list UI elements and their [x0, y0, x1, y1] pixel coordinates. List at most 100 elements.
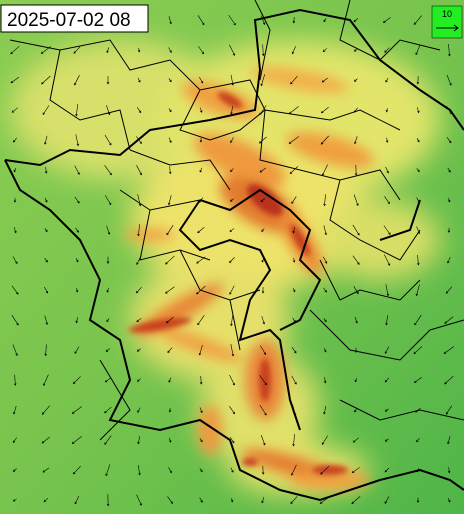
wind-arrow [291, 196, 297, 205]
wind-arrow [199, 468, 203, 473]
wind-arrow [322, 48, 327, 53]
wind-arrow [321, 77, 328, 83]
wind-arrow [43, 497, 49, 503]
wind-arrow [351, 496, 361, 505]
wind-arrow [12, 437, 17, 443]
wind-arrow [74, 196, 80, 204]
wind-arrow [382, 17, 391, 23]
wind-arrow [136, 494, 142, 506]
wind-arrow [353, 78, 358, 82]
wind-arrow [320, 106, 329, 114]
wind-arrow [290, 75, 298, 85]
wind-arrow [168, 137, 172, 143]
wind-arrow [384, 467, 390, 473]
wind-arrow [104, 377, 111, 383]
wind-arrow [384, 47, 390, 53]
wind-arrow [416, 168, 420, 173]
wind-arrow [197, 315, 205, 326]
wind-arrow [168, 407, 172, 413]
wind-arrow [136, 165, 142, 176]
wind-arrow [199, 407, 203, 414]
wind-arrow [292, 226, 295, 234]
wind-arrow [10, 45, 20, 55]
wind-arrow [320, 465, 330, 475]
wind-arrow [13, 167, 17, 173]
wind-arrow [261, 44, 265, 57]
wind-arrow [106, 494, 110, 507]
wind-arrow [353, 18, 359, 23]
wind-arrow [137, 465, 141, 476]
wind-arrow [261, 286, 265, 294]
wind-arrow [137, 47, 141, 53]
wind-arrow [416, 437, 420, 443]
wind-arrow [229, 228, 235, 232]
wind-arrow [416, 107, 420, 114]
wind-arrow [354, 136, 358, 145]
wind-arrow [447, 197, 451, 203]
wind-arrow [383, 225, 391, 235]
wind-arrow [71, 436, 82, 445]
wind-arrow [106, 287, 110, 293]
wind-arrow [168, 166, 172, 175]
wind-arrow [289, 166, 299, 175]
wind-arrow [104, 435, 112, 445]
wind-arrow [73, 46, 81, 54]
wind-arrow [12, 498, 17, 502]
wind-arrow [261, 15, 266, 25]
wind-arrow [292, 288, 296, 293]
wind-arrow [384, 438, 389, 442]
wind-arrow [323, 405, 327, 415]
wind-arrow [260, 198, 266, 202]
wind-arrow [167, 347, 173, 353]
wind-arrow [261, 228, 265, 233]
wind-arrow [168, 377, 172, 383]
wind-arrow [74, 165, 80, 175]
wind-arrow [445, 405, 453, 415]
wind-arrow [44, 166, 48, 174]
timestamp: 2025-07-02 08 [7, 10, 131, 31]
wind-arrow [41, 436, 50, 444]
wind-arrow [290, 496, 298, 504]
wind-arrow [106, 76, 110, 85]
wind-arrow [384, 377, 390, 383]
wind-arrow [75, 227, 79, 233]
wind-arrow [230, 137, 234, 144]
wind-arrow [44, 228, 48, 233]
wind-arrow [384, 408, 389, 412]
wind-arrow [72, 376, 81, 384]
wind-arrow [291, 346, 297, 354]
wind-arrow [229, 198, 234, 202]
wind-arrow [43, 374, 49, 387]
wind-arrow [292, 17, 296, 24]
wind-arrow [168, 78, 172, 83]
wind-arrow [445, 286, 453, 294]
wind-arrow [105, 348, 111, 352]
wind-arrow [104, 134, 112, 146]
wind-arrow [291, 375, 297, 385]
wind-arrow [413, 15, 422, 25]
wind-arrow [230, 467, 234, 473]
wind-arrow [199, 438, 203, 443]
wind-arrow [415, 45, 421, 56]
wind-legend: 10 [431, 5, 463, 39]
wind-arrow [106, 47, 110, 54]
wind-arrow [199, 375, 203, 385]
wind-arrow [75, 134, 80, 147]
wind-arrow [352, 437, 359, 443]
wind-arrow [71, 406, 82, 414]
wind-arrow [137, 378, 141, 382]
wind-arrow [44, 197, 48, 203]
wind-arrow [11, 107, 19, 113]
wind-arrow [137, 194, 142, 207]
wind-arrow [11, 285, 19, 295]
wind-arrow [105, 464, 111, 477]
wind-arrow [167, 195, 172, 206]
wind-arrow [12, 344, 18, 357]
wind-arrow [323, 318, 327, 323]
wind-arrow [261, 497, 265, 504]
wind-arrow [165, 286, 175, 294]
wind-arrow [229, 285, 235, 295]
wind-arrow [352, 255, 360, 265]
wind-arrow [137, 224, 140, 237]
wind-arrow [44, 344, 48, 357]
